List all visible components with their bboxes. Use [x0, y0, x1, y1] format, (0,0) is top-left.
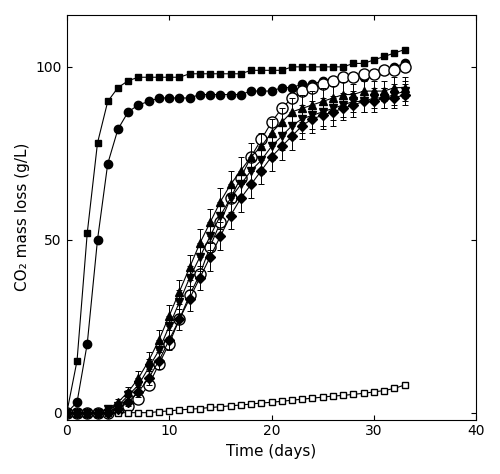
X-axis label: Time (days): Time (days) — [226, 444, 316, 459]
Y-axis label: CO₂ mass loss (g/L): CO₂ mass loss (g/L) — [15, 143, 30, 292]
